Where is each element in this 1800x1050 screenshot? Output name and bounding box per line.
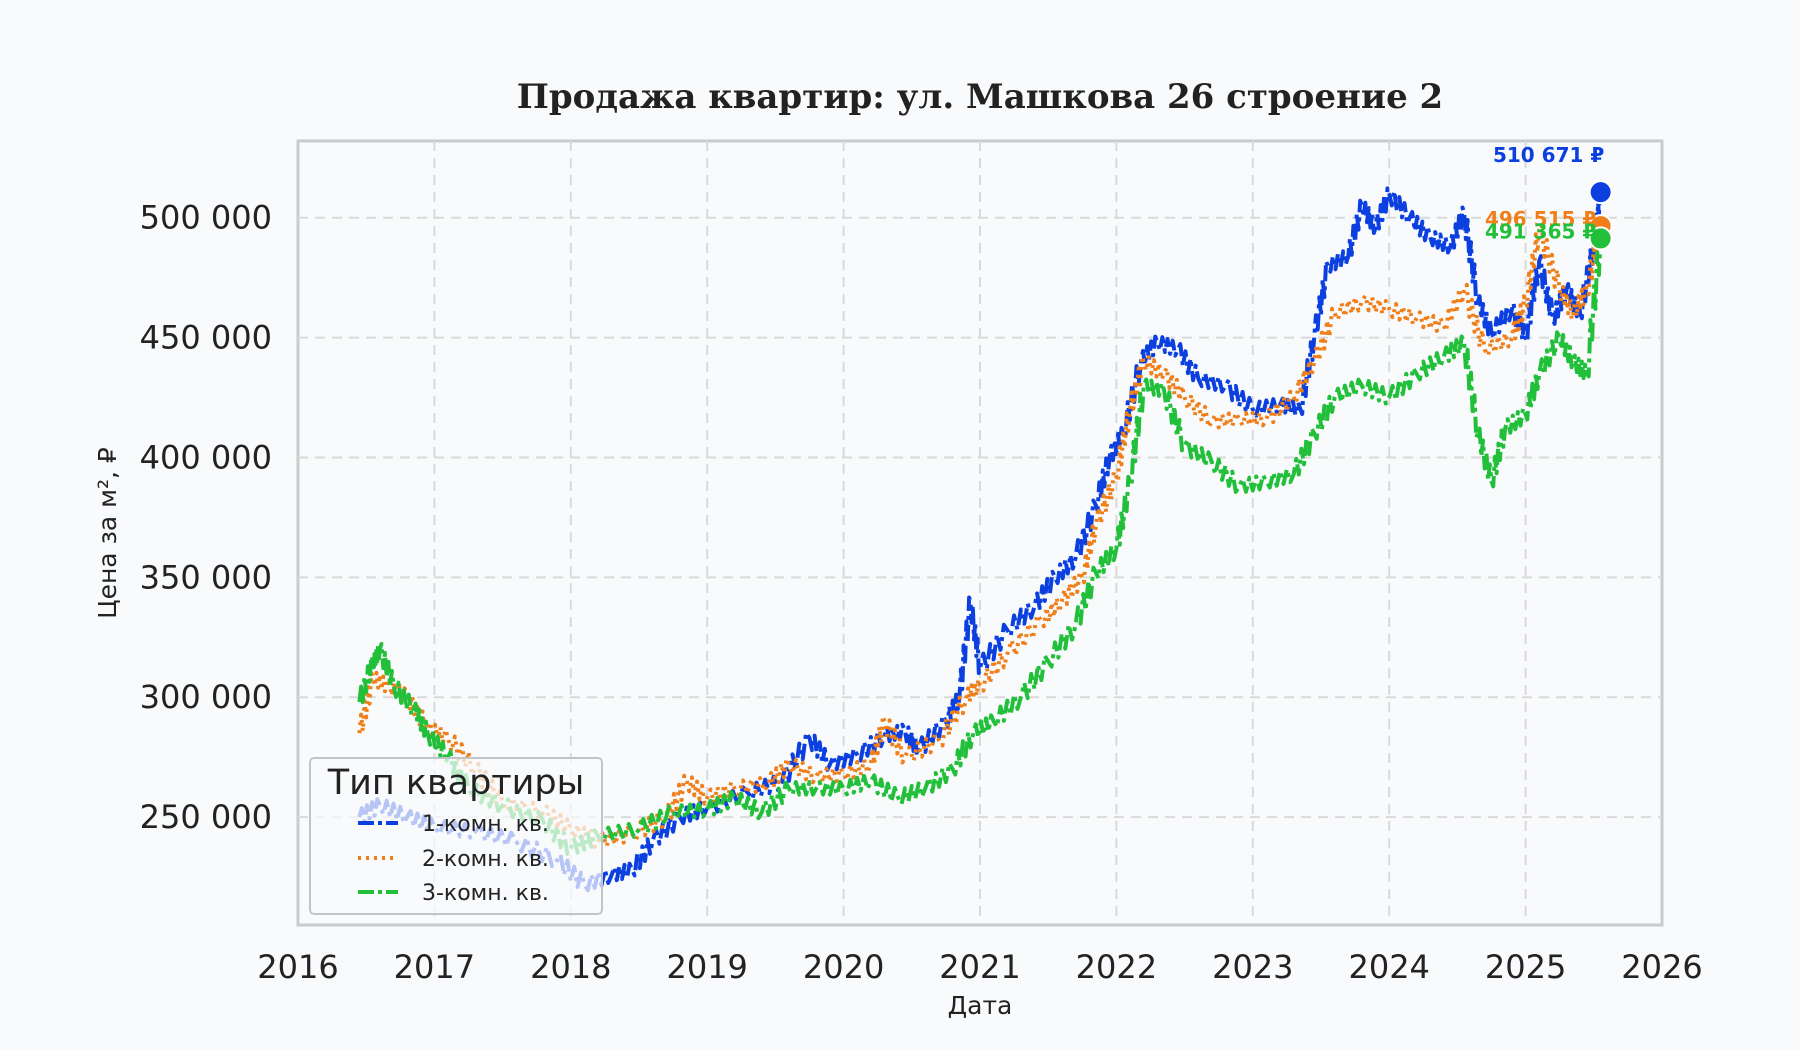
y-ticks: 250 000 300 000 350 000 400 000 450 000 500 0… (140, 199, 272, 836)
legend-entry-1: 1-комн. кв. (422, 812, 549, 837)
y-tick-label: 500 000 (140, 199, 272, 237)
x-axis-label: Дата (948, 991, 1013, 1020)
x-tick-label: 2022 (1076, 948, 1157, 986)
x-tick-label: 2019 (666, 948, 747, 986)
x-tick-label: 2024 (1348, 948, 1429, 986)
y-tick-label: 400 000 (140, 438, 272, 476)
legend-box (309, 757, 603, 915)
end-value-label-1: 510 671 ₽ (1493, 143, 1604, 167)
x-ticks: 2016 2017 2018 2019 2020 2021 2022 2023 2024 2025… (257, 948, 1702, 986)
end-value-label-3: 491 365 ₽ (1485, 219, 1596, 243)
end-point-3 (1588, 226, 1613, 251)
x-tick-label: 2020 (803, 948, 884, 986)
series-line-1 (357, 185, 1603, 893)
legend-title: Тип квартиры (327, 763, 585, 803)
y-tick-label: 250 000 (140, 798, 272, 836)
x-tick-label: 2018 (530, 948, 611, 986)
y-tick-label: 350 000 (140, 558, 272, 596)
y-tick-label: 300 000 (140, 678, 272, 716)
x-tick-label: 2025 (1485, 948, 1566, 986)
end-value-label-2: 496 515 ₽ (1485, 207, 1596, 231)
end-point-1 (1588, 180, 1613, 205)
legend: Тип квартиры 1-комн. кв. 2-комн. кв. 3-к… (309, 757, 603, 915)
x-tick-label: 2017 (394, 948, 475, 986)
end-markers: 510 671 ₽ 496 515 ₽491 365 ₽ (1485, 143, 1613, 251)
legend-entry-2: 2-комн. кв. (422, 847, 549, 872)
x-tick-label: 2026 (1621, 948, 1702, 986)
legend-entry-3: 3-комн. кв. (422, 881, 549, 906)
x-tick-label: 2023 (1212, 948, 1293, 986)
y-axis-label: Цена за м², ₽ (93, 447, 122, 619)
x-tick-label: 2016 (257, 948, 338, 986)
y-tick-label: 450 000 (140, 319, 272, 357)
chart-title: Продажа квартир: ул. Машкова 26 строение… (517, 77, 1443, 117)
x-tick-label: 2021 (939, 948, 1020, 986)
